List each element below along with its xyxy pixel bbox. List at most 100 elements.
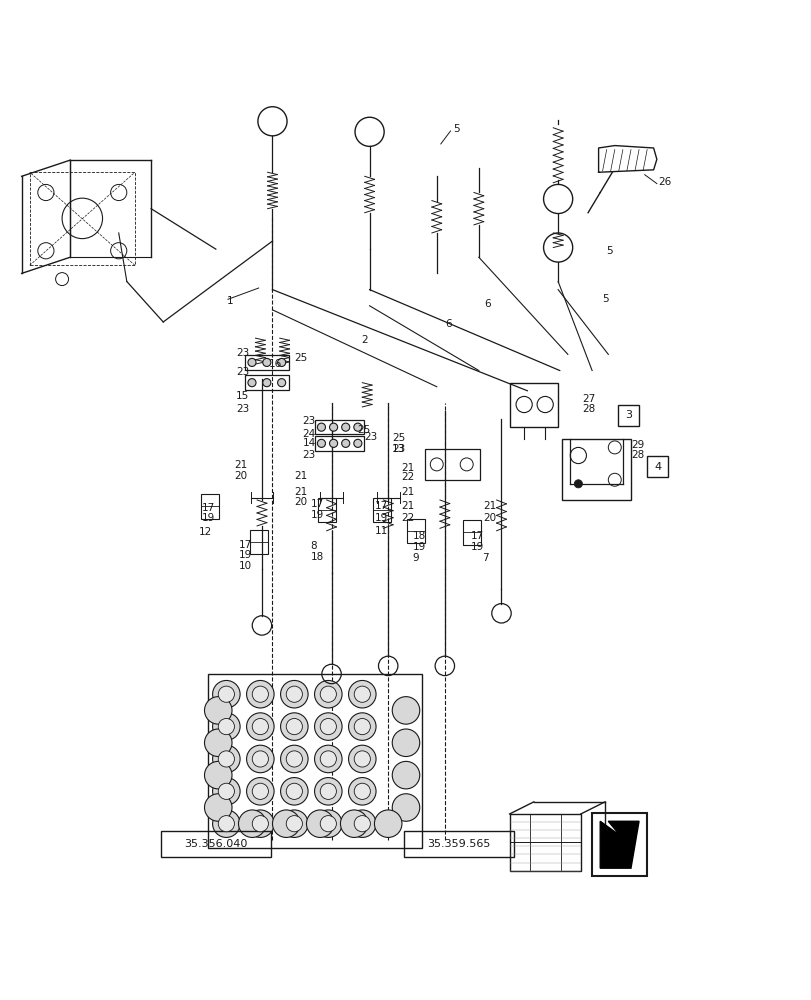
Text: 14: 14 [302,438,315,448]
Text: 9: 9 [412,553,418,563]
Text: 19: 19 [412,542,425,552]
Circle shape [286,686,302,702]
Circle shape [281,810,307,837]
Circle shape [212,810,240,837]
Circle shape [204,697,232,724]
Circle shape [212,713,240,740]
Text: 23: 23 [236,348,249,358]
Circle shape [286,751,302,767]
Circle shape [252,686,268,702]
Text: 28: 28 [581,404,595,414]
Text: 26: 26 [658,177,671,187]
Text: 20: 20 [234,471,247,481]
Circle shape [286,718,302,735]
Circle shape [247,379,255,387]
Text: 7: 7 [482,553,488,563]
Text: 21: 21 [401,463,414,473]
Circle shape [392,794,419,821]
Circle shape [320,686,336,702]
Circle shape [281,778,307,805]
Circle shape [306,810,333,837]
Bar [646,456,667,477]
Text: 4: 4 [654,462,660,472]
Circle shape [238,810,266,837]
Circle shape [204,761,232,789]
Circle shape [212,680,240,708]
Circle shape [354,686,370,702]
Text: 23: 23 [363,432,376,442]
Circle shape [252,816,268,832]
Circle shape [340,810,367,837]
Text: 17: 17 [375,501,388,511]
Bar [591,813,646,876]
Circle shape [218,751,234,767]
Polygon shape [599,821,638,868]
Bar [509,383,557,427]
Text: 25: 25 [392,433,405,443]
Bar [208,674,422,848]
Text: 17: 17 [470,531,483,541]
Bar [315,436,363,451]
Circle shape [252,751,268,767]
Circle shape [329,439,337,447]
Circle shape [354,423,362,431]
Text: 23: 23 [236,404,249,414]
Bar [561,439,630,500]
Text: 18: 18 [412,531,425,541]
Text: 22: 22 [401,472,414,482]
Text: 19: 19 [202,513,215,523]
Circle shape [247,358,255,366]
Text: 19: 19 [239,550,252,560]
Bar [403,831,513,857]
Text: 23: 23 [302,416,315,426]
Circle shape [320,718,336,735]
Text: 17: 17 [239,540,252,550]
Circle shape [204,729,232,757]
Text: 35.359.565: 35.359.565 [427,839,490,849]
Text: 29: 29 [630,440,643,450]
Text: 10: 10 [239,561,252,571]
Circle shape [341,423,350,431]
Circle shape [263,379,271,387]
Text: 5: 5 [453,124,459,134]
Circle shape [392,761,419,789]
Text: 23: 23 [236,367,249,377]
Text: 25: 25 [294,353,307,363]
Text: 12: 12 [199,527,212,537]
Circle shape [247,680,274,708]
Circle shape [218,816,234,832]
Text: 6: 6 [444,319,451,329]
Circle shape [354,816,370,832]
Circle shape [320,783,336,799]
Bar [463,520,481,545]
Circle shape [348,713,375,740]
Circle shape [314,680,341,708]
Text: 21: 21 [401,487,414,497]
Circle shape [218,718,234,735]
Circle shape [218,783,234,799]
Circle shape [281,680,307,708]
Circle shape [286,816,302,832]
Bar [244,355,289,370]
Circle shape [277,358,285,366]
Text: 1: 1 [226,296,233,306]
Text: 18: 18 [310,552,324,562]
Circle shape [354,439,362,447]
Circle shape [272,810,299,837]
Circle shape [252,718,268,735]
Text: 27: 27 [581,394,595,404]
Circle shape [281,745,307,773]
Circle shape [204,794,232,821]
Circle shape [212,745,240,773]
Circle shape [314,713,341,740]
Text: 15: 15 [236,391,249,401]
Text: 5: 5 [601,294,607,304]
Text: 21: 21 [294,471,307,481]
Bar [406,519,424,543]
Text: 13: 13 [392,444,405,454]
Text: 21: 21 [294,487,307,497]
Circle shape [348,778,375,805]
Circle shape [329,423,337,431]
Text: 20: 20 [483,513,496,523]
Text: 23: 23 [392,444,405,454]
